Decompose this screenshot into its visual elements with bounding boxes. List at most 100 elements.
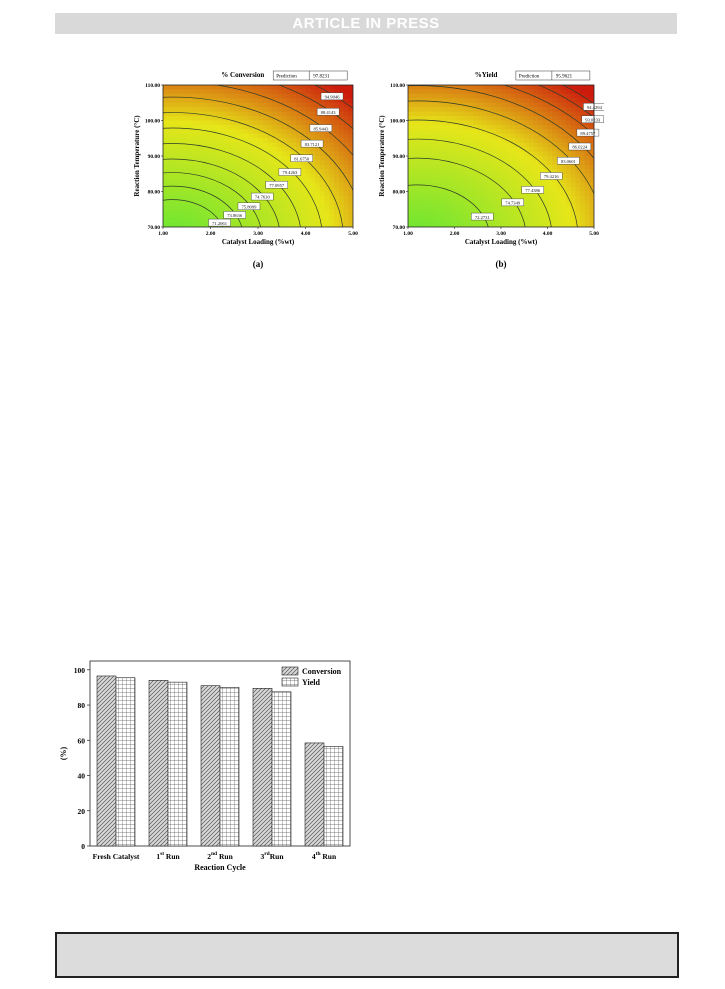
bar-conversion-1 — [148, 680, 169, 847]
bar-yield-4 — [323, 746, 344, 847]
x-tick-label-sup: nd — [211, 851, 217, 857]
contour-line — [163, 127, 322, 227]
contour-label: 77.4386 — [525, 188, 541, 193]
x-axis-label: Catalyst Loading (%wt) — [465, 238, 538, 246]
contour-label: 94.9046 — [325, 95, 341, 100]
x-tick-label-sup: th — [316, 851, 321, 857]
contour-line — [163, 185, 243, 227]
x-tick-label: 4.00 — [543, 231, 553, 237]
y-tick-label: 90.00 — [393, 154, 406, 160]
contour-label-box — [557, 157, 580, 165]
banner-text: ARTICLE IN PRESS — [292, 15, 440, 32]
contour-label-box — [568, 142, 592, 151]
contour-label: 89.4757 — [580, 131, 596, 136]
bar-yield-1 — [167, 681, 188, 847]
x-tick-label-after: Run — [321, 852, 337, 861]
x-tick-label: 3rdRun — [260, 851, 284, 861]
contour-label-box — [309, 124, 333, 132]
contour-label: 81.6750 — [294, 156, 310, 161]
bar-conversion-3 — [252, 688, 273, 847]
y-axis-label: Reaction Temperature (°C) — [378, 115, 386, 197]
contour-line — [408, 157, 526, 227]
x-tick-label: 3.00 — [496, 231, 506, 237]
legend-entry: Yield — [302, 678, 320, 687]
article-in-press-banner: ARTICLE IN PRESS — [55, 13, 677, 34]
x-tick-label: 4th Run — [312, 851, 337, 861]
contour-label: 94.4294 — [587, 105, 603, 110]
legend-entry: Conversion — [302, 667, 342, 676]
contour-line — [163, 172, 261, 227]
contour-label: 85.9443 — [313, 126, 329, 131]
y-tick-label: 100 — [74, 666, 86, 675]
contour-label-box — [265, 181, 288, 189]
bar-yield-2 — [219, 687, 240, 847]
contour-line — [163, 199, 224, 227]
contour-line — [408, 119, 578, 227]
contour-label-box — [208, 218, 231, 227]
x-tick-label: 2.00 — [450, 231, 460, 237]
contour-label-box — [237, 202, 261, 210]
panel-label: (a) — [253, 259, 264, 269]
x-tick-label-after: Run — [164, 852, 180, 861]
x-tick-label: 3.00 — [253, 231, 263, 237]
contour-line — [163, 96, 353, 192]
contour-label: 71.2061 — [212, 221, 228, 226]
prediction-value: 95.9621 — [556, 75, 573, 80]
contour-label-box — [290, 154, 313, 162]
legend-swatch — [281, 666, 299, 676]
contour-label-box — [300, 139, 324, 148]
y-tick-label: 70.00 — [393, 225, 406, 231]
contour-label: 73.8636 — [227, 213, 243, 218]
contour-line — [163, 143, 301, 227]
x-tick-label: 1st Run — [156, 851, 180, 861]
prediction-box — [272, 70, 348, 81]
contour-label-box — [251, 192, 274, 201]
bar-conversion-2 — [200, 685, 221, 847]
legend-swatch — [281, 677, 299, 687]
x-tick-label: 5.00 — [348, 231, 358, 237]
y-tick-label: 70.00 — [148, 225, 161, 231]
contour-label-box — [471, 212, 494, 221]
x-tick-label-main: 2 — [207, 852, 211, 861]
y-tick-label: 0 — [81, 842, 85, 851]
x-tick-label-after: Run — [270, 852, 285, 861]
y-tick-label: 100.00 — [390, 119, 405, 125]
y-tick-label: 110.00 — [145, 83, 160, 89]
x-tick-label-main: 3 — [260, 852, 264, 861]
y-tick-label: 80.00 — [393, 190, 406, 196]
chart-title: % Conversion — [221, 71, 264, 79]
x-tick-label: 4.00 — [301, 231, 311, 237]
x-tick-label: Fresh Catalyst — [93, 852, 140, 861]
x-tick-label-after: Run — [217, 852, 233, 861]
contour-label: 83.7121 — [305, 142, 321, 147]
x-tick-label-sup: rd — [264, 851, 270, 857]
contour-label-box — [320, 92, 344, 101]
prediction-label: Prediction — [519, 75, 540, 80]
contour-label: 83.0601 — [561, 159, 577, 164]
bar-conversion-0 — [96, 675, 117, 847]
contour-label-box — [540, 172, 563, 180]
contour-label: 79.4216 — [544, 174, 560, 179]
prediction-box — [515, 70, 591, 81]
contour-plot-conversion: 71.2061 73.8636 75.8099 74.7630 77.0957 79.42… — [133, 70, 358, 269]
y-tick-label: 110.00 — [390, 83, 405, 89]
y-tick-label: 90.00 — [148, 154, 161, 160]
y-axis-label: Reaction Temperature (°C) — [133, 115, 141, 197]
chart-title: %Yield — [475, 71, 498, 79]
contour-label: 86.0224 — [572, 145, 588, 150]
bar-yield-0 — [115, 677, 136, 847]
x-tick-label: 1.00 — [158, 231, 168, 237]
contour-label-box — [278, 168, 302, 176]
contour-label: 74.7349 — [505, 201, 521, 206]
contour-label-box — [316, 108, 340, 116]
contour-line — [163, 112, 344, 227]
response-surface — [408, 85, 594, 227]
panel-label: (b) — [496, 259, 507, 269]
contour-label-box — [521, 186, 544, 194]
bar-conversion-4 — [304, 742, 325, 847]
x-tick-label: 1.00 — [403, 231, 413, 237]
x-tick-label: 2.00 — [206, 231, 216, 237]
bar-yield-3 — [271, 691, 292, 847]
contour-line — [408, 100, 594, 195]
